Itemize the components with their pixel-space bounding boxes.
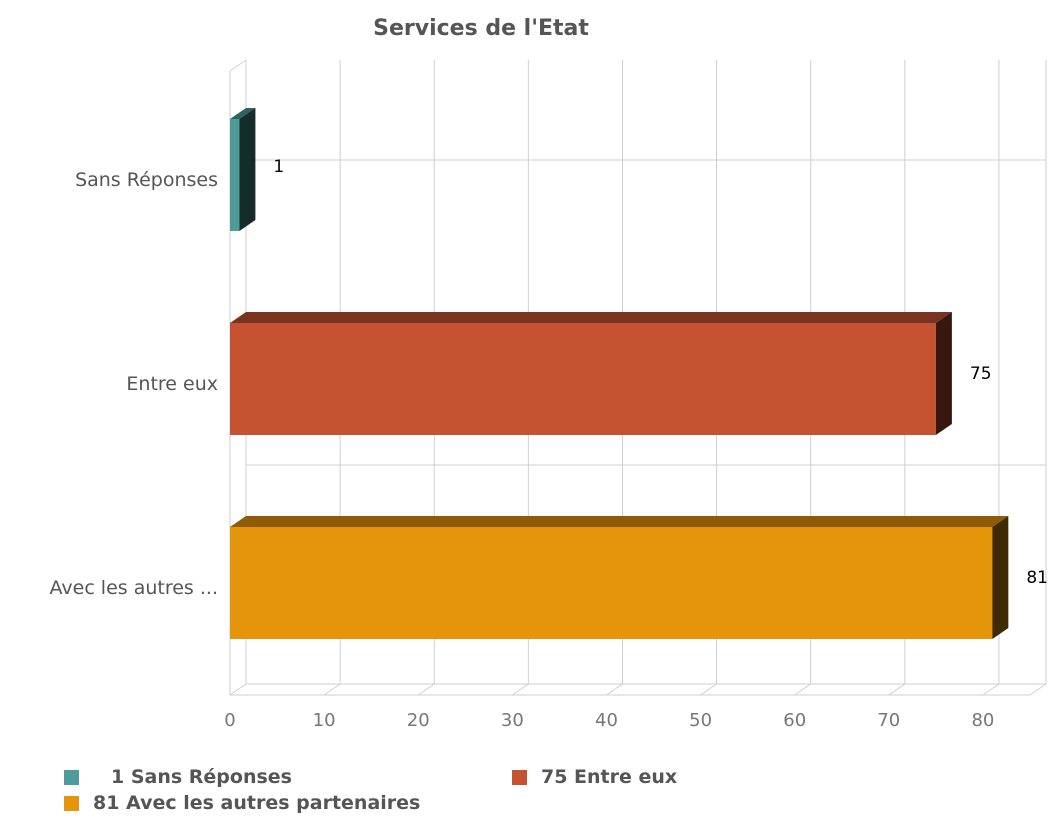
x-tick-label: 50 xyxy=(689,710,712,731)
data-label: 1 xyxy=(273,157,284,177)
x-tick-label: 30 xyxy=(501,710,524,731)
x-tick-label: 0 xyxy=(224,710,235,731)
x-axis: 0 10 20 30 40 50 60 70 80 xyxy=(224,710,994,731)
legend-swatch xyxy=(64,769,79,785)
x-tick-label: 20 xyxy=(407,710,430,731)
legend: 1 Sans Réponses 75 Entre eux 81 Avec les… xyxy=(64,766,764,818)
legend-item-avec-les-autres-partenaires: 81 Avec les autres partenaires xyxy=(64,792,420,814)
floor-gridline xyxy=(323,683,341,696)
legend-label: 75 Entre eux xyxy=(541,766,678,788)
data-label: 81 xyxy=(1026,568,1048,588)
legend-item-sans-reponses: 1 Sans Réponses xyxy=(64,766,292,788)
category-labels: 1 Sans Réponses 75 Entre eux 81 Avec les autr… xyxy=(50,157,1048,599)
chart-title: Services de l'Etat xyxy=(373,16,589,41)
bar-top xyxy=(230,312,952,323)
floor-gridline xyxy=(512,683,529,696)
bar-front xyxy=(230,527,993,639)
bar-front xyxy=(230,119,240,231)
floor-gridline xyxy=(1029,683,1047,696)
floor-gridline xyxy=(700,683,717,696)
category-label: Sans Réponses xyxy=(75,169,218,191)
x-tick-label: 80 xyxy=(971,710,994,731)
category-label: Entre eux xyxy=(126,373,218,395)
legend-item-entre-eux: 75 Entre eux xyxy=(512,766,677,788)
legend-swatch xyxy=(512,769,527,785)
bar-0 xyxy=(230,108,256,231)
x-tick-label: 70 xyxy=(877,710,900,731)
bar-top xyxy=(230,516,1009,527)
legend-label: 81 Avec les autres partenaires xyxy=(93,792,421,814)
side-wall-top xyxy=(229,59,247,72)
legend-label: 1 Sans Réponses xyxy=(111,766,292,788)
category-label: Avec les autres ... xyxy=(50,577,219,599)
floor-gridline xyxy=(229,683,247,696)
data-label: 75 xyxy=(970,364,992,384)
x-tick-label: 40 xyxy=(595,710,618,731)
bar-top xyxy=(230,108,256,119)
bar-side xyxy=(239,108,256,231)
floor-gridline xyxy=(417,683,435,696)
bar-side xyxy=(935,312,952,435)
bar-1 xyxy=(230,312,952,435)
bar-side xyxy=(992,516,1009,639)
floor-gridline xyxy=(888,683,906,696)
floor-gridline xyxy=(794,683,811,696)
floor-gridline xyxy=(982,683,1000,696)
bar-front xyxy=(230,323,936,435)
x-tick-label: 10 xyxy=(313,710,336,731)
bar-2 xyxy=(230,516,1009,639)
floor-gridline xyxy=(606,683,623,696)
x-tick-label: 60 xyxy=(783,710,806,731)
legend-swatch xyxy=(64,795,79,811)
bars xyxy=(230,108,1009,639)
